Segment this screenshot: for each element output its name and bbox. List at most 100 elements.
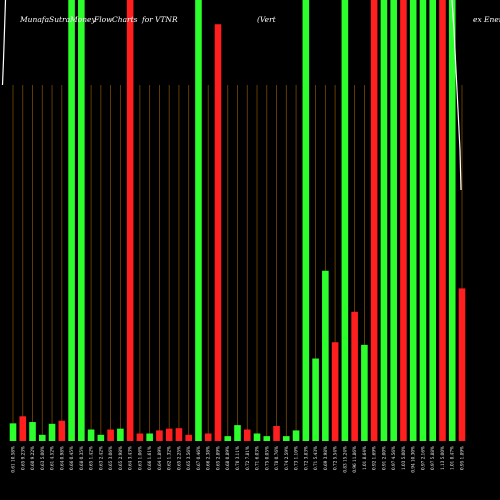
x-tick-label: 0.64 1.89% [157, 446, 162, 470]
x-tick-label: 0.71 5.43% [313, 446, 318, 470]
bar [448, 0, 456, 441]
bar [292, 430, 300, 441]
x-tick-label: 0.97 4.56% [391, 446, 396, 470]
x-tick-label: 0.65 2.89% [215, 446, 220, 470]
x-tick-label: 0.70 3.11% [235, 446, 240, 470]
x-tick-label: 0.71 6.03% [255, 446, 260, 470]
title-fragment: Charts [112, 15, 138, 24]
bar [283, 436, 290, 441]
bar [302, 0, 310, 441]
bar [97, 434, 105, 441]
bar [38, 434, 46, 441]
x-tick-label: 1.01 8.47% [450, 446, 455, 470]
bar [253, 433, 261, 441]
price-line-right [451, 0, 462, 191]
x-tick-label: 0.64 3.43% [128, 446, 133, 470]
price-line-left [1, 0, 7, 86]
bar [204, 433, 212, 441]
bars [9, 0, 466, 441]
x-tick-label: 0.64 0.98% [59, 446, 64, 470]
x-tick-label: 0.65 9.23% [20, 446, 25, 470]
bar [273, 426, 280, 441]
x-tick-label: 0.65 1.42% [89, 446, 94, 470]
x-tick-label: 0.97 2.16% [420, 446, 425, 470]
x-tick-label: 0.67 0.46% [196, 446, 201, 470]
x-tick-label: 0.91 2.00% [381, 446, 386, 470]
title-fragment: MunafaSutra [19, 15, 70, 24]
bar [409, 0, 417, 441]
x-tick-label: 0.61 4.52% [50, 446, 55, 470]
x-tick-label: 0.74 2.59% [284, 446, 289, 470]
title-fragment: VTNR [155, 15, 178, 24]
x-tick-label: 0.72 5.54% [333, 446, 338, 470]
x-tick-label: 0.60 9.22% [30, 446, 35, 470]
x-tick-label: 0.73 1.10% [294, 446, 299, 470]
bar [312, 358, 319, 441]
bar [78, 0, 85, 441]
x-tick-label: 0.63 1.06% [137, 446, 142, 470]
x-tick-label: 0.65 3.06% [108, 446, 113, 470]
bar [341, 0, 349, 441]
title-fragment: Money [69, 15, 96, 24]
bar [68, 0, 75, 441]
x-tick-label: 0.65 2.25% [176, 446, 181, 470]
bar [9, 423, 17, 441]
x-tick-label: 0.95 1.89% [460, 446, 465, 470]
x-tick-label: 0.83 15.24% [342, 446, 347, 473]
bar [429, 0, 437, 441]
x-tick-label: 0.63 5.00% [40, 446, 45, 470]
bar [263, 436, 271, 441]
title-fragment: Flow [93, 15, 113, 24]
x-tick-label: 0.65 3.56% [186, 446, 191, 470]
x-tick-label: 0.66 0.45% [69, 446, 74, 470]
bar [224, 436, 232, 441]
title-fragment: (Vert [257, 15, 277, 24]
bar [351, 311, 358, 441]
bar [156, 430, 163, 441]
line-overlays [1, 0, 462, 191]
bar [361, 344, 368, 441]
x-tick-label: 1.03 5.00% [401, 446, 406, 470]
bar [185, 434, 192, 441]
x-tick-label: 0.65 2.98% [118, 446, 123, 470]
bar [107, 429, 114, 441]
bar [439, 0, 446, 441]
bar [87, 429, 95, 441]
bar [322, 270, 329, 441]
bar [419, 0, 427, 441]
x-tick-label: 0.68 0.89% [225, 446, 230, 470]
bar [117, 428, 124, 441]
bar [380, 0, 388, 441]
bar [243, 429, 251, 441]
bar [29, 422, 36, 441]
x-tick-label: 0.94 10.30% [411, 446, 416, 473]
x-tick-label: 0.61 10.58% [11, 446, 16, 473]
x-tick-label: 0.69 3.98% [323, 446, 328, 470]
bar [48, 423, 56, 441]
x-tick-label: 0.72 7.81% [245, 446, 250, 470]
title-fragment: for [141, 15, 153, 24]
bar [136, 433, 144, 441]
bar [458, 288, 466, 441]
x-tick-label: 0.96 11.86% [352, 446, 357, 473]
bar [19, 416, 27, 441]
x-tick-label: 1.01 8.64% [362, 446, 367, 470]
bar [390, 0, 397, 441]
x-tick-label: 0.68 0.35% [79, 446, 84, 470]
bar [195, 0, 202, 441]
title-fragment: ex Energ [473, 15, 500, 24]
bar [234, 425, 241, 441]
x-tick-label: 0.78 0.76% [274, 446, 279, 470]
x-tick-label: 0.63 2.42% [98, 446, 103, 470]
bar [214, 24, 222, 441]
bar [165, 428, 173, 441]
bar [146, 433, 153, 441]
bar [126, 0, 134, 441]
bar [370, 0, 378, 441]
x-tick-label: 0.97 5.88% [430, 446, 435, 470]
x-tick-label: 0.92 1.69% [372, 446, 377, 470]
bar [331, 342, 339, 441]
x-tick-label: 0.72 3.83% [303, 446, 308, 470]
